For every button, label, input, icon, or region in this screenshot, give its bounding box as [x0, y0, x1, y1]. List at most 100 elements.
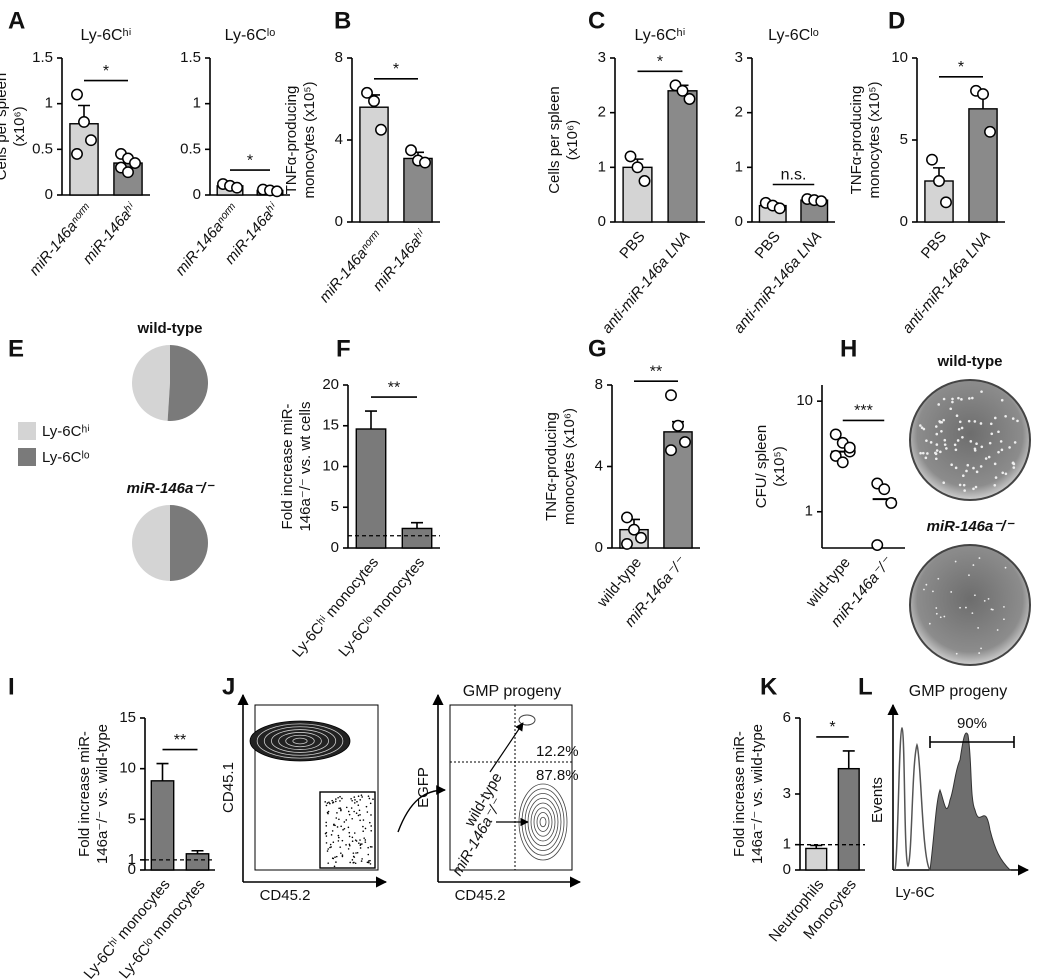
- image-label: wild-type: [936, 353, 1002, 370]
- y-tick-label: 0: [335, 213, 343, 230]
- colony: [960, 398, 963, 401]
- panel-label: J: [222, 673, 235, 700]
- event-dot: [332, 841, 335, 844]
- event-dot: [369, 802, 372, 805]
- panel-label: L: [858, 673, 873, 700]
- panel-label: H: [840, 335, 857, 362]
- data-point: [871, 539, 884, 551]
- event-dot: [367, 846, 369, 849]
- histogram-filled: [929, 732, 1012, 871]
- event-dot: [331, 799, 334, 802]
- petri-dish: [909, 379, 1031, 501]
- y-axis-label: 146a⁻/⁻ vs. wild-type: [749, 724, 766, 864]
- event-dot: [343, 827, 346, 830]
- contour: [539, 816, 547, 828]
- event-dot: [345, 806, 348, 809]
- colony: [953, 443, 957, 447]
- colony: [987, 455, 991, 459]
- gate: [319, 791, 376, 869]
- event-dot: [325, 825, 328, 827]
- subplot-title: Ly-6Cʰⁱ: [634, 27, 685, 44]
- event-dot: [351, 859, 354, 861]
- bar: [150, 780, 175, 871]
- event-dot: [327, 862, 330, 864]
- y-tick-label: 0: [598, 213, 606, 230]
- colony: [940, 429, 943, 433]
- y-axis-label: Events: [869, 777, 886, 823]
- y-axis-label: Fold increase miR-: [76, 731, 93, 857]
- event-dot: [365, 805, 368, 808]
- colony: [967, 419, 971, 423]
- event-dot: [359, 799, 361, 801]
- title: GMP progeny: [909, 683, 1007, 700]
- data-point: [940, 196, 952, 209]
- panel-label: A: [8, 7, 25, 34]
- contour: [536, 812, 550, 832]
- significance-label: n.s.: [781, 167, 807, 184]
- colony: [919, 451, 922, 455]
- y-tick-label: 1: [598, 158, 606, 175]
- event-dot: [359, 813, 361, 816]
- y-tick-label: 10: [796, 392, 813, 409]
- event-dot: [341, 797, 343, 800]
- event-dot: [358, 809, 361, 812]
- data-point: [829, 428, 842, 441]
- y-tick-label: 1: [783, 836, 791, 853]
- panel-label: B: [334, 7, 351, 34]
- event-dot: [347, 826, 350, 829]
- colony: [957, 427, 961, 431]
- colony: [980, 647, 982, 650]
- legend-swatch: [18, 448, 36, 466]
- event-dot: [327, 810, 330, 813]
- event-dot: [369, 846, 372, 848]
- colony: [984, 457, 988, 460]
- colony: [942, 481, 946, 485]
- colony: [961, 435, 964, 439]
- y-tick-label: 15: [322, 417, 339, 434]
- colony: [926, 452, 929, 455]
- event-dot: [357, 795, 360, 798]
- event-dot: [339, 846, 342, 848]
- colony: [954, 466, 958, 470]
- colony: [1004, 414, 1007, 418]
- data-point: [78, 115, 90, 128]
- y-axis-label: (x10⁶): [564, 120, 581, 160]
- colony: [971, 396, 974, 400]
- y-tick-label: 0.5: [32, 140, 53, 157]
- event-dot: [327, 848, 330, 850]
- event-dot: [348, 813, 351, 816]
- panel-label: G: [588, 335, 607, 362]
- event-dot: [357, 814, 360, 817]
- y-tick-label: 1: [45, 95, 53, 112]
- y-tick-label: 10: [322, 457, 339, 474]
- event-dot: [340, 808, 342, 811]
- colony: [1004, 472, 1008, 476]
- event-dot: [330, 846, 332, 848]
- colony: [935, 443, 939, 446]
- y-tick-label: 6: [783, 709, 791, 726]
- data-point: [621, 537, 633, 550]
- colony: [1004, 566, 1007, 569]
- event-dot: [364, 827, 367, 830]
- subplot-title: Ly-6Cˡᵒ: [768, 27, 819, 44]
- bar: [403, 157, 433, 223]
- colony: [973, 447, 977, 451]
- event-dot: [361, 858, 363, 860]
- y-tick-label: 0: [128, 861, 136, 878]
- colony: [943, 438, 947, 442]
- colony: [932, 590, 934, 593]
- event-dot: [329, 843, 332, 846]
- event-dot: [364, 839, 367, 841]
- colony: [1001, 471, 1005, 475]
- significance-label: ***: [854, 403, 873, 420]
- colony: [938, 420, 941, 423]
- colony: [929, 441, 933, 444]
- event-dot: [351, 799, 353, 802]
- x-axis-label: CD45.2: [455, 887, 506, 904]
- colony: [955, 652, 958, 655]
- y-tick-label: 0: [900, 213, 908, 230]
- event-dot: [366, 861, 369, 864]
- event-dot: [353, 856, 356, 858]
- data-point: [129, 157, 141, 169]
